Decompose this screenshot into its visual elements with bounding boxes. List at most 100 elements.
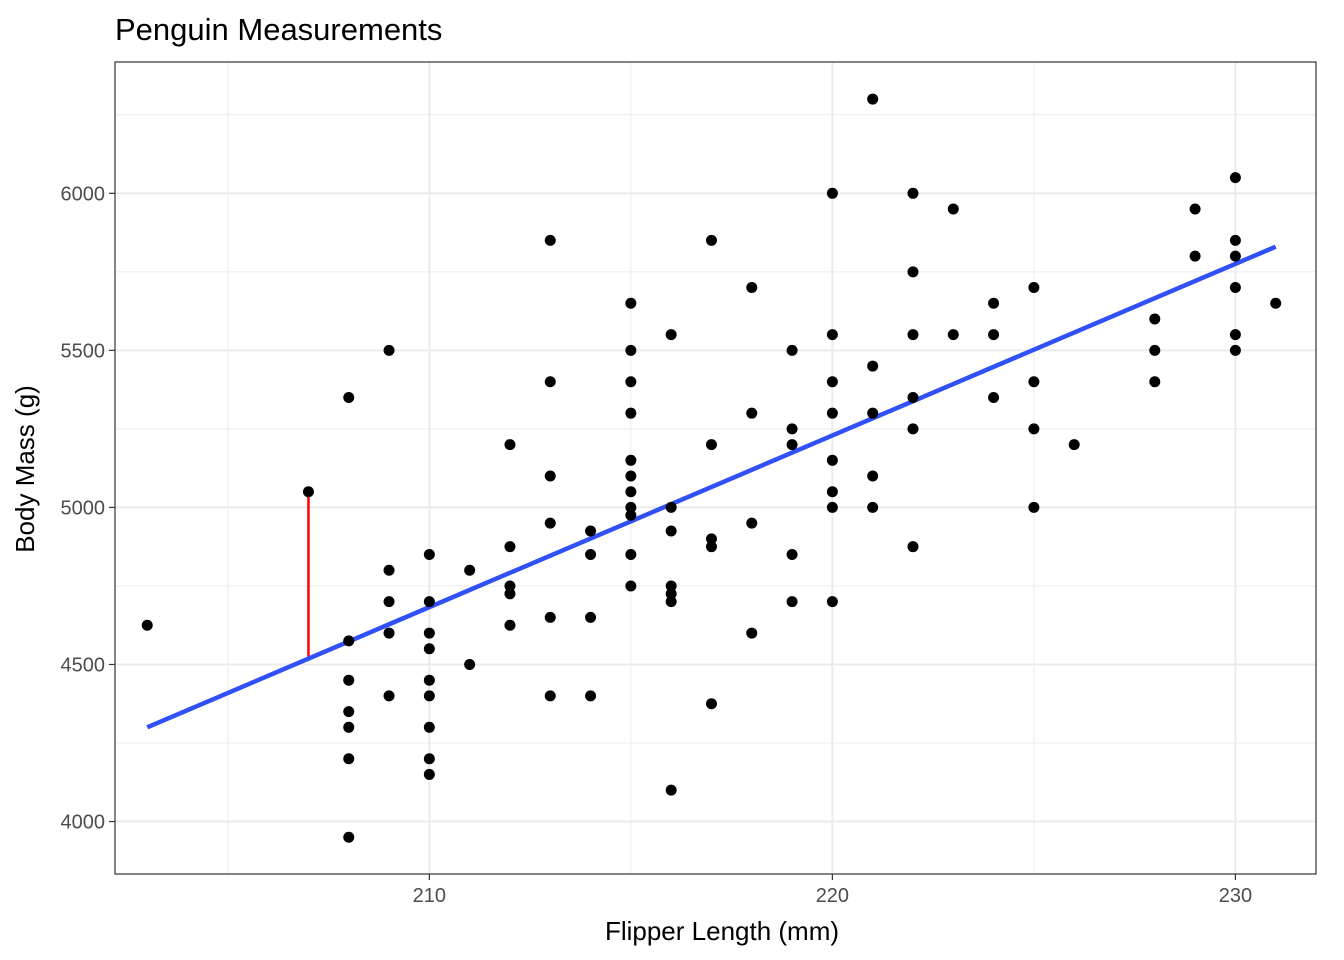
data-point <box>1270 297 1282 309</box>
data-point <box>625 454 637 466</box>
data-point <box>343 753 355 765</box>
panel-background <box>115 62 1316 874</box>
data-point <box>504 588 516 600</box>
x-tick-label: 210 <box>413 885 446 907</box>
data-point <box>867 360 879 372</box>
data-point <box>826 596 838 608</box>
data-point <box>1028 423 1040 435</box>
minor-gridlines <box>115 62 1316 874</box>
y-tick-label: 5000 <box>61 497 106 519</box>
data-point <box>1149 344 1161 356</box>
data-point <box>947 203 959 215</box>
data-point <box>383 344 395 356</box>
data-point <box>1229 344 1241 356</box>
data-point <box>947 329 959 341</box>
data-point <box>826 454 838 466</box>
data-point <box>504 541 516 553</box>
data-point <box>826 187 838 199</box>
data-point <box>826 376 838 388</box>
x-tick-label: 220 <box>816 885 849 907</box>
data-point <box>1028 376 1040 388</box>
data-point <box>625 344 637 356</box>
data-point <box>746 407 758 419</box>
y-tick-label: 4000 <box>61 812 106 834</box>
data-point <box>867 501 879 513</box>
regression-line <box>146 244 1277 730</box>
data-point <box>625 501 637 513</box>
data-point <box>383 596 395 608</box>
data-point <box>585 549 597 561</box>
data-point <box>423 596 435 608</box>
data-point <box>705 541 717 553</box>
data-point <box>665 580 677 592</box>
plot-panel <box>115 62 1316 874</box>
data-point <box>826 329 838 341</box>
major-gridlines <box>115 62 1316 874</box>
data-point <box>907 391 919 403</box>
data-point <box>504 580 516 592</box>
data-point <box>625 470 637 482</box>
data-point <box>504 619 516 631</box>
data-point <box>343 391 355 403</box>
data-point <box>705 698 717 710</box>
data-point <box>826 486 838 498</box>
data-point <box>585 611 597 623</box>
data-point <box>383 627 395 639</box>
data-point <box>665 784 677 796</box>
y-tick-label: 5500 <box>61 340 106 362</box>
data-point <box>544 376 556 388</box>
data-point <box>1068 439 1080 451</box>
y-tick-label: 6000 <box>61 183 106 205</box>
data-point <box>423 721 435 733</box>
data-point <box>1149 313 1161 325</box>
data-point <box>383 564 395 576</box>
data-point <box>665 588 677 600</box>
points-layer <box>141 93 1282 843</box>
data-point <box>826 407 838 419</box>
data-point <box>625 580 637 592</box>
data-point <box>423 549 435 561</box>
data-point <box>343 721 355 733</box>
data-point <box>907 187 919 199</box>
panel-border-layer <box>114 61 1317 875</box>
y-tick-label: 4500 <box>61 654 106 676</box>
data-point <box>423 627 435 639</box>
data-point <box>302 486 314 498</box>
data-point <box>383 690 395 702</box>
data-point <box>786 549 798 561</box>
data-point <box>988 391 1000 403</box>
data-point <box>867 407 879 419</box>
data-point <box>343 674 355 686</box>
data-point <box>544 690 556 702</box>
data-point <box>423 674 435 686</box>
data-point <box>867 470 879 482</box>
data-point <box>625 407 637 419</box>
data-point <box>665 596 677 608</box>
data-point <box>1229 234 1241 246</box>
data-point <box>907 423 919 435</box>
data-point <box>705 439 717 451</box>
data-point <box>544 517 556 529</box>
data-point <box>786 344 798 356</box>
data-point <box>1229 250 1241 262</box>
data-point <box>625 486 637 498</box>
data-point <box>786 423 798 435</box>
data-point <box>464 564 476 576</box>
fit-layer <box>146 244 1277 730</box>
data-point <box>1189 203 1201 215</box>
data-point <box>625 376 637 388</box>
data-point <box>343 635 355 647</box>
data-point <box>665 525 677 537</box>
data-point <box>343 831 355 843</box>
data-point <box>343 706 355 718</box>
data-point <box>907 329 919 341</box>
data-point <box>423 643 435 655</box>
data-point <box>1149 376 1161 388</box>
data-point <box>544 611 556 623</box>
data-point <box>1229 282 1241 294</box>
data-point <box>464 658 476 670</box>
y-axis: 4000 4500 5000 5500 6000 <box>61 183 115 834</box>
data-point <box>746 627 758 639</box>
data-point <box>544 470 556 482</box>
